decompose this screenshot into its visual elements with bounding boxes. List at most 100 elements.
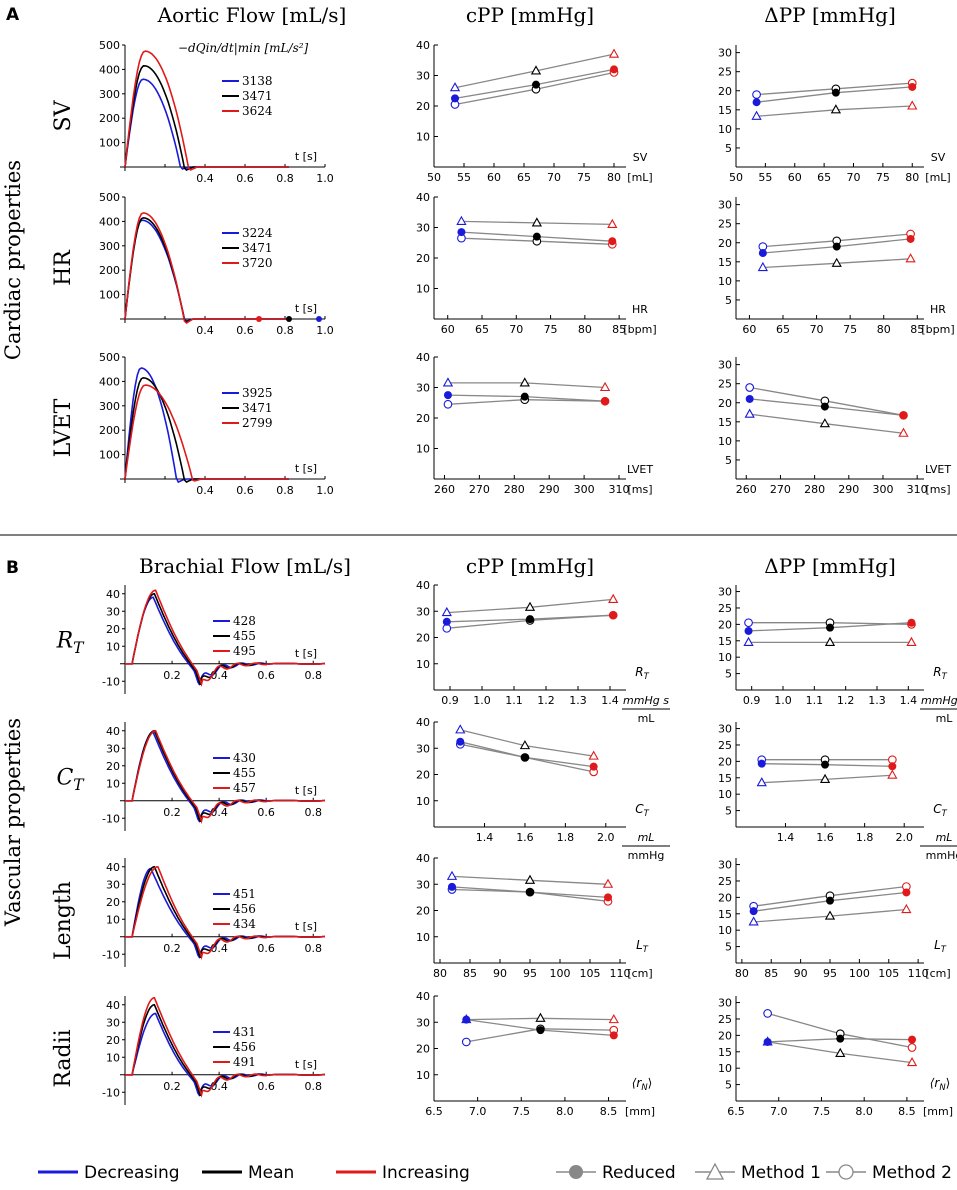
dpp-rt-method1-point [743,636,754,646]
side-label-vascular: Vascular properties [1,718,25,927]
flow-hr-legend-value: 3224 [242,226,273,240]
cpp-hr-xtick-label: 80 [578,323,592,336]
cpp-radii-x-label-main: ⟨r [632,1076,643,1090]
flow-rt-ytick-label: -10 [102,675,120,688]
dpp-length-reduced-point [826,896,834,905]
dpp-ct-x-label-sub: T [942,808,948,818]
flow-hr-period-marker [316,316,322,322]
flow-lvet-legend-value: 3471 [242,401,273,415]
cpp-sv-reduced-point [451,94,459,103]
row-label-ct-main: C [56,766,73,791]
flow-hr-ytick-label: 200 [99,264,120,277]
cpp-radii-x-label: ⟨rN⟩ [632,1076,653,1092]
cpp-lvet-ytick-label: 20 [416,412,430,425]
cpp-lvet-method1-point [519,377,530,387]
dpp-length-reduced-point [749,907,758,916]
flow-radii-ytick-label: 40 [106,999,120,1012]
cpp-rt-xtick-label: 1.1 [505,694,523,707]
flow-sv-ytick-label: 200 [99,112,120,125]
row-label-sv: SV [51,99,76,131]
flow-radii-legend-value: 491 [233,1055,256,1069]
cpp-hr-method1-point [531,217,542,227]
flow-rt-xtick-label: 0.6 [257,669,275,682]
dpp-ct-reduced-point [888,762,897,771]
dpp-radii-x-unit: [mm] [923,1105,953,1118]
flow-length-ytick-label: 40 [106,861,120,874]
flow-length-legend-value: 456 [233,902,256,916]
dpp-hr-xtick-label: 75 [843,323,857,336]
dpp-rt-xtick-label: 1.4 [900,694,918,707]
cpp-radii-reduced-point [609,1031,618,1040]
cpp-rt-method1-point [608,593,619,603]
flow-ct-ytick-label: 20 [106,760,120,773]
legend-mean-label: Mean [248,1163,294,1183]
cpp-radii-xtick-label: 6.5 [425,1105,443,1118]
cpp-length-xtick-label: 80 [433,967,447,980]
dpp-rt-x-unit-top: mmHg s [921,694,957,707]
cpp-radii-reduced-point [536,1026,545,1035]
cpp-lvet-ytick-label: 10 [416,443,430,456]
dpp-sv-reduced-point [752,98,761,107]
cpp-hr-xtick-label: 85 [612,323,626,336]
cpp-rt-reduced-point [609,611,618,620]
cpp-lvet-method2-point [443,399,453,409]
dpp-sv-reduced-point [831,88,840,97]
dpp-rt-xtick-label: 1.0 [774,694,792,707]
flow-ct-ytick-label: 40 [106,725,120,738]
cpp-lvet-xtick-label: 300 [574,483,595,496]
dpp-ct-ytick-label: 5 [725,805,732,818]
dpp-length-method1-point [824,910,836,920]
flow-ct-xtick-label: 0.2 [163,806,181,819]
dpp-sv-method1-point [751,110,762,120]
dpp-rt-reduced-point [907,618,916,627]
cpp-lvet-ytick-label: 30 [416,382,430,395]
dpp-sv-method2-point [752,90,761,99]
legend-increasing-label: Increasing [382,1163,470,1183]
dpp-lvet-ytick-label: 20 [718,397,732,410]
cpp-lvet-x-label: LVET [627,463,653,476]
cpp-sv-xtick-label: 70 [547,171,561,184]
dpp-lvet-plot-area [736,357,924,479]
dpp-rt-xtick-label: 0.9 [743,694,761,707]
dpp-radii-reduced-point [836,1034,845,1043]
row-label-ct: CT [56,766,85,795]
dpp-rt-xtick-label: 1.2 [837,694,855,707]
dpp-rt-method1-point [824,636,836,646]
flow-hr-ytick-label: 300 [99,240,120,253]
cpp-length-ytick-label: 30 [416,878,430,891]
row-label-hr: HR [51,249,76,286]
dpp-hr-xtick-label: 80 [877,323,891,336]
dpp-sv-reduced-point [908,82,917,91]
cpp-hr-x-label: HR [632,303,648,316]
dpp-lvet-x-label: LVET [925,463,951,476]
cpp-hr-ytick-label: 10 [416,283,430,296]
cpp-ct-reduced-point [456,737,465,746]
dpp-hr-ytick-label: 20 [718,237,732,250]
cpp-hr-xtick-label: 75 [544,323,558,336]
cpp-sv-reduced-point [610,65,618,74]
cpp-length-x-label-sub: T [643,944,649,954]
cpp-sv-xtick-label: 75 [577,171,591,184]
flow-hr-legend-value: 3720 [242,256,273,270]
flow-length-ytick-label: 20 [106,896,120,909]
flow-lvet-legend-value: 3925 [242,386,273,400]
cpp-ct-method1-line [460,729,594,757]
flow-hr-period-marker [256,316,262,322]
flow-length-ytick-label: -10 [102,948,120,961]
flow-radii-xtick-label: 0.8 [304,1080,322,1093]
cpp-length-reduced-point [526,888,534,897]
flow-lvet-x-label: t [s] [295,462,317,475]
dpp-rt-ytick-label: 15 [718,635,732,648]
dpp-rt-xtick-label: 1.3 [868,694,886,707]
cpp-hr-xtick-label: 60 [441,323,455,336]
flow-length-legend-value: 451 [233,887,256,901]
cpp-lvet-reduced-point [520,392,529,401]
dpp-lvet-xtick-label: 270 [770,483,791,496]
dpp-hr-plot-area [736,197,924,319]
dpp-hr-x-unit: [bpm] [921,323,954,336]
flow-hr-xtick-label: 0.6 [236,324,254,337]
row-label-rt: RT [56,629,86,658]
dpp-sv-x-label: SV [931,151,946,164]
cpp-rt-xtick-label: 1.4 [601,694,619,707]
